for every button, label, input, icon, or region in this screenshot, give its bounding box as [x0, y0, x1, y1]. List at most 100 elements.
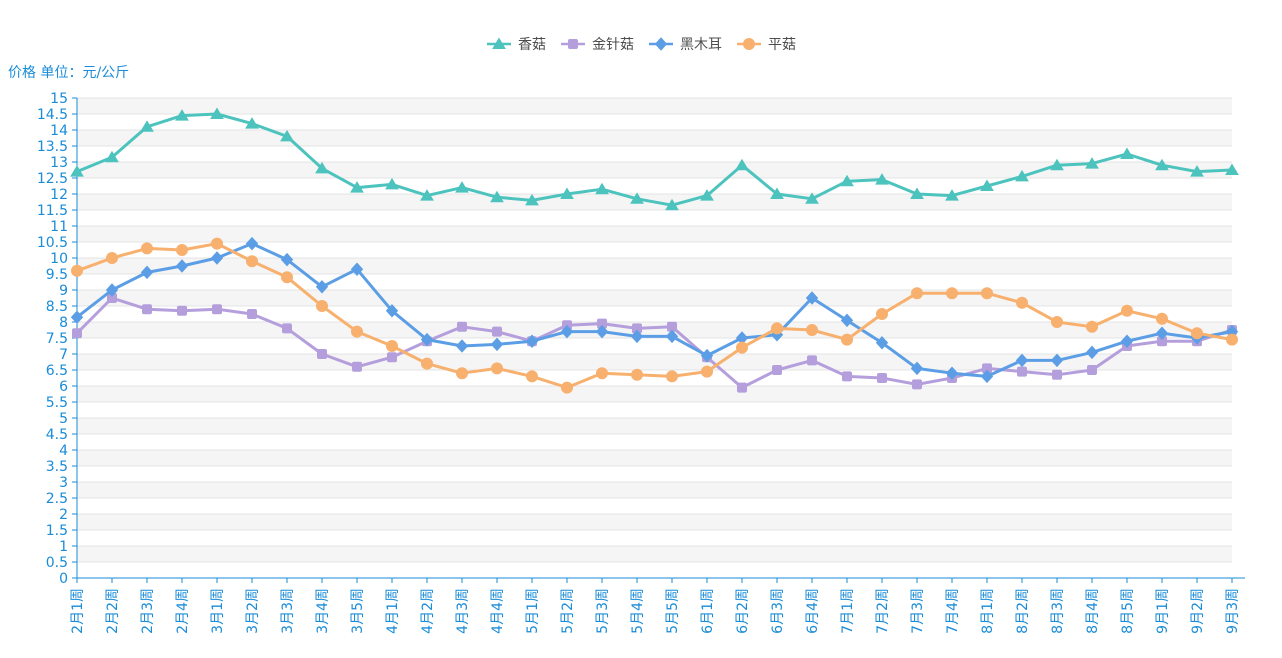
data-point-平菇-3月4周[interactable] — [316, 300, 328, 312]
data-point-金针菇-6月3周[interactable] — [772, 365, 782, 375]
data-point-香菇-6月3周[interactable] — [770, 187, 784, 199]
data-point-平菇-3月2周[interactable] — [246, 255, 258, 268]
circle-marker-glyph[interactable] — [743, 38, 755, 50]
data-point-平菇-3月3周[interactable] — [281, 271, 293, 284]
data-point-平菇-5月5周[interactable] — [666, 370, 678, 383]
data-point-金针菇-3月1周[interactable] — [212, 304, 222, 315]
data-point-香菇-2月2周[interactable] — [105, 150, 119, 163]
data-point-金针菇-7月2周[interactable] — [877, 373, 887, 383]
data-point-香菇-9月2周[interactable] — [1190, 165, 1204, 177]
data-point-平菇-6月4周[interactable] — [806, 324, 818, 336]
data-point-平菇-3月5周[interactable] — [351, 325, 363, 338]
data-point-黑木耳-9月1周[interactable] — [1155, 326, 1169, 340]
data-point-平菇-2月1周[interactable] — [71, 264, 83, 277]
data-point-金针菇-8月4周[interactable] — [1087, 365, 1097, 375]
data-point-黑木耳-7月3周[interactable] — [910, 361, 924, 376]
data-point-黑木耳-2月4周[interactable] — [175, 259, 189, 273]
data-point-香菇-2月1周[interactable] — [70, 165, 84, 177]
data-point-香菇-7月3周[interactable] — [910, 187, 924, 199]
data-point-香菇-6月1周[interactable] — [700, 189, 714, 201]
data-point-平菇-7月4周[interactable] — [946, 287, 958, 300]
data-point-金针菇-2月4周[interactable] — [177, 305, 187, 316]
data-point-金针菇-6月2周[interactable] — [737, 382, 747, 393]
data-point-平菇-2月4周[interactable] — [176, 244, 188, 256]
data-point-黑木耳-4月3周[interactable] — [455, 339, 469, 353]
data-point-金针菇-3月2周[interactable] — [247, 309, 257, 319]
data-point-平菇-9月1周[interactable] — [1156, 312, 1168, 325]
data-point-平菇-6月3周[interactable] — [771, 322, 783, 335]
data-point-黑木耳-2月2周[interactable] — [105, 283, 119, 297]
data-point-金针菇-4月4周[interactable] — [492, 326, 502, 337]
data-point-平菇-8月1周[interactable] — [981, 287, 993, 300]
data-point-黑木耳-7月4周[interactable] — [945, 366, 959, 380]
data-point-金针菇-3月5周[interactable] — [352, 361, 362, 372]
data-point-香菇-4月3周[interactable] — [455, 181, 469, 193]
data-point-黑木耳-7月1周[interactable] — [840, 313, 854, 328]
data-point-金针菇-6月4周[interactable] — [807, 355, 817, 366]
data-point-香菇-7月2周[interactable] — [875, 173, 889, 185]
data-point-平菇-5月2周[interactable] — [561, 381, 573, 394]
data-point-香菇-3月1周[interactable] — [210, 107, 224, 119]
data-point-金针菇-4月1周[interactable] — [387, 352, 397, 363]
data-point-香菇-4月2周[interactable] — [420, 189, 434, 201]
data-point-黑木耳-5月1周[interactable] — [525, 334, 539, 348]
data-point-黑木耳-3月1周[interactable] — [210, 251, 224, 265]
data-point-黑木耳-5月2周[interactable] — [560, 324, 574, 339]
data-point-平菇-5月3周[interactable] — [596, 367, 608, 380]
data-point-金针菇-8月3周[interactable] — [1052, 369, 1062, 380]
data-point-平菇-4月1周[interactable] — [386, 340, 398, 352]
data-point-平菇-6月2周[interactable] — [736, 341, 748, 354]
data-point-平菇-8月3周[interactable] — [1051, 316, 1063, 328]
data-point-平菇-5月4周[interactable] — [631, 368, 643, 381]
data-point-平菇-3月1周[interactable] — [211, 237, 223, 250]
data-point-香菇-5月5周[interactable] — [665, 198, 679, 211]
data-point-平菇-8月5周[interactable] — [1121, 304, 1133, 317]
data-point-黑木耳-5月3周[interactable] — [595, 324, 609, 339]
data-point-黑木耳-6月4周[interactable] — [805, 291, 819, 305]
data-point-黑木耳-8月5周[interactable] — [1120, 334, 1134, 348]
data-point-香菇-5月2周[interactable] — [560, 187, 574, 199]
data-point-黑木耳-3月5周[interactable] — [350, 262, 364, 276]
data-point-黑木耳-8月4周[interactable] — [1085, 345, 1099, 360]
data-point-黑木耳-4月2周[interactable] — [420, 332, 434, 347]
data-point-平菇-9月3周[interactable] — [1226, 333, 1238, 346]
legend-item-2[interactable]: 黑木耳 — [648, 34, 722, 54]
data-point-平菇-6月1周[interactable] — [701, 365, 713, 378]
data-point-平菇-9月2周[interactable] — [1191, 327, 1203, 340]
square-marker-glyph[interactable] — [568, 39, 578, 49]
data-point-平菇-7月3周[interactable] — [911, 287, 923, 300]
data-point-黑木耳-4月1周[interactable] — [385, 304, 399, 318]
data-point-香菇-4月4周[interactable] — [490, 190, 504, 203]
data-point-金针菇-2月3周[interactable] — [142, 304, 152, 315]
data-point-黑木耳-5月4周[interactable] — [630, 329, 644, 344]
data-point-香菇-2月4周[interactable] — [175, 109, 189, 121]
data-point-金针菇-4月3周[interactable] — [457, 321, 467, 332]
data-point-香菇-2月3周[interactable] — [140, 120, 154, 132]
data-point-黑木耳-8月3周[interactable] — [1050, 353, 1064, 368]
data-point-香菇-9月3周[interactable] — [1225, 163, 1239, 175]
legend-item-3[interactable]: 平菇 — [736, 34, 796, 54]
data-point-香菇-6月2周[interactable] — [735, 158, 749, 171]
data-point-香菇-8月4周[interactable] — [1085, 157, 1099, 169]
data-point-平菇-4月3周[interactable] — [456, 367, 468, 380]
data-point-香菇-8月3周[interactable] — [1050, 158, 1064, 171]
data-point-香菇-3月2周[interactable] — [245, 117, 259, 129]
data-point-金针菇-8月2周[interactable] — [1017, 366, 1027, 377]
data-point-平菇-4月4周[interactable] — [491, 362, 503, 375]
triangle-marker-glyph[interactable] — [492, 37, 506, 49]
data-point-香菇-8月5周[interactable] — [1120, 147, 1134, 159]
data-point-平菇-7月1周[interactable] — [841, 333, 853, 346]
data-point-香菇-5月4周[interactable] — [630, 192, 644, 204]
diamond-marker-glyph[interactable] — [654, 37, 668, 51]
legend-item-1[interactable]: 金针菇 — [560, 34, 634, 54]
data-point-金针菇-3月4周[interactable] — [317, 349, 327, 359]
data-point-黑木耳-4月4周[interactable] — [490, 337, 504, 352]
data-point-香菇-6月4周[interactable] — [805, 192, 819, 204]
data-point-黑木耳-2月1周[interactable] — [70, 310, 84, 324]
data-point-平菇-4月2周[interactable] — [421, 357, 433, 370]
data-point-香菇-5月3周[interactable] — [595, 182, 609, 195]
data-point-平菇-2月2周[interactable] — [106, 252, 118, 264]
data-point-黑木耳-7月2周[interactable] — [875, 336, 889, 350]
data-point-金针菇-2月1周[interactable] — [72, 328, 82, 339]
data-point-黑木耳-3月2周[interactable] — [245, 236, 259, 251]
